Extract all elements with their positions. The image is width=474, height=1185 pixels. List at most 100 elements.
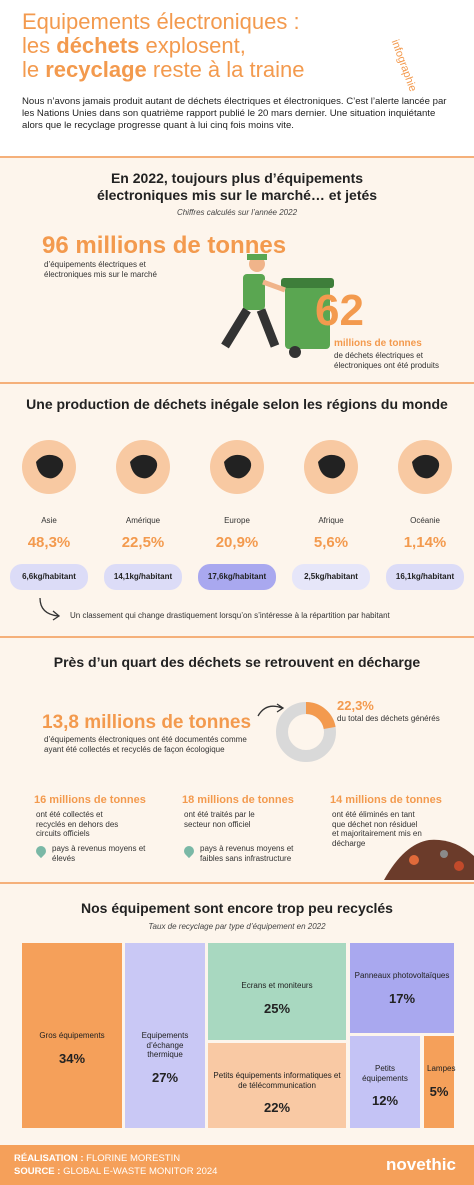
intro: Nous n’avons jamais produit autant de dé… <box>22 96 447 131</box>
per-capita: 2,5kg/habitant <box>292 564 370 590</box>
big-desc: de déchets électriques et électroniques … <box>334 351 439 370</box>
amount: 16 millions de tonnes <box>34 794 146 806</box>
title-bold: déchets <box>56 33 140 58</box>
section-subtitle: Taux de recyclage par type d’équipement … <box>148 922 326 931</box>
source-label: SOURCE : <box>14 1166 61 1177</box>
cell-rate: 27% <box>151 1069 179 1085</box>
shape <box>39 597 61 621</box>
cell-label: Gros équipements <box>39 1031 105 1040</box>
treemap-cell: Ecrans et moniteurs 25% <box>208 943 346 1040</box>
region-share: 5,6% <box>313 534 349 551</box>
region-icon <box>210 440 264 494</box>
title-part: explosent, <box>139 33 246 58</box>
donut <box>276 702 336 762</box>
credit: RÉALISATION : FLORINE MORESTIN <box>14 1153 180 1164</box>
note: Un classement qui change drastiquement l… <box>70 611 390 620</box>
map-shape <box>36 454 64 479</box>
shape <box>289 346 301 358</box>
map-shape <box>130 454 158 479</box>
cell-rate: 17% <box>388 990 416 1006</box>
title: Equipements électroniques : les déchets … <box>22 10 382 82</box>
section-title: Nos équipement sont encore trop peu recy… <box>81 900 393 916</box>
shape <box>243 274 265 310</box>
cell-rate: 22% <box>263 1100 291 1115</box>
per-capita: 17,6kg/habitant <box>198 564 276 590</box>
region-share: 20,9% <box>215 534 259 551</box>
pin-icon <box>33 843 49 859</box>
source: SOURCE : GLOBAL E-WASTE MONITOR 2024 <box>14 1166 217 1177</box>
shape <box>224 454 252 479</box>
credit-label: RÉALISATION : <box>14 1153 84 1164</box>
cell-label: Panneaux photovoltaïques <box>354 971 450 980</box>
cell-label: Equipements d’échange thermique <box>141 1031 189 1059</box>
amount-desc: ont été éliminés en tant que déchet non … <box>332 810 422 848</box>
amount-desc: ont été collectés et recyclés en dehors … <box>36 810 119 838</box>
shape <box>409 855 419 865</box>
cell-rate: 34% <box>58 1050 86 1066</box>
shape <box>412 454 440 479</box>
recycling-section: Nos équipement sont encore trop peu recy… <box>0 884 474 1144</box>
title-part: le <box>22 57 46 82</box>
region-share: 1,14% <box>403 534 447 551</box>
shape <box>262 279 286 293</box>
section-subtitle: Chiffres calculés sur l’année 2022 <box>176 208 298 217</box>
treemap-cell: Gros équipements 34% <box>22 943 122 1128</box>
amount: 14 millions de tonnes <box>330 794 442 806</box>
share-desc: du total des déchets générés <box>337 714 440 723</box>
cell-rate: 25% <box>263 1000 291 1016</box>
shape <box>130 454 158 479</box>
section-title: En 2022, toujours plus d’équipements éle… <box>96 170 378 203</box>
cell-label: Ecrans et moniteurs <box>241 981 313 990</box>
per-capita: 14,1kg/habitant <box>104 564 182 590</box>
amount-desc: ont été traités par le secteur non offic… <box>184 810 255 829</box>
arrow <box>257 703 285 717</box>
shape <box>221 307 280 349</box>
footer: RÉALISATION : FLORINE MORESTIN SOURCE : … <box>0 1145 474 1185</box>
per-capita: 16,1kg/habitant <box>386 564 464 590</box>
cell-rate: 5% <box>429 1083 449 1099</box>
cell-label: Petits équipements <box>362 1064 408 1083</box>
share: 22,3% <box>337 698 374 713</box>
big-number: 13,8 millions de tonnes <box>42 712 252 733</box>
shape <box>440 850 448 858</box>
treemap-cell: Equipements d’échange thermique 27% <box>125 943 205 1128</box>
treemap-cell: Petits équipements 12% <box>350 1036 420 1128</box>
treemap-cell: Lampes 5% <box>424 1036 456 1128</box>
title-part: reste à la traine <box>146 57 305 82</box>
shape <box>454 861 464 871</box>
shape <box>285 284 330 349</box>
title-line: Equipements électroniques : <box>22 9 300 34</box>
shape <box>384 839 474 880</box>
big-desc: d’équipements électroniques ont été docu… <box>44 735 247 754</box>
pin-label: pays à revenus moyens et faibles sans in… <box>200 844 294 863</box>
region-name: Océanie <box>410 516 440 525</box>
logo: novethic <box>386 1155 456 1174</box>
cell-label: Lampes <box>427 1064 456 1073</box>
treemap-cell: Panneaux photovoltaïques 17% <box>350 943 454 1033</box>
shape <box>281 278 334 288</box>
big-number: 96 millions de tonnes <box>42 232 287 259</box>
map-shape <box>224 454 252 479</box>
cell-label: Petits équipements informatiques et de t… <box>213 1071 341 1090</box>
map-shape <box>412 454 440 479</box>
region-name: Amérique <box>125 516 161 525</box>
treemap-cell: Petits équipements informatiques et de t… <box>208 1043 346 1128</box>
header: Equipements électroniques : les déchets … <box>0 0 474 158</box>
region-icon <box>116 440 170 494</box>
source-name: GLOBAL E-WASTE MONITOR 2024 <box>63 1166 218 1177</box>
pile <box>384 839 474 880</box>
big-desc: d’équipements électriques et électroniqu… <box>44 260 157 279</box>
per-capita: 6,6kg/habitant <box>10 564 88 590</box>
title-bold: recyclage <box>45 57 147 82</box>
regions-section: Une production de déchets inégale selon … <box>0 384 474 638</box>
region-share: 22,5% <box>121 534 165 551</box>
pin-icon <box>181 843 197 859</box>
shape <box>36 454 64 479</box>
region-icon <box>398 440 452 494</box>
title-part: les <box>22 33 57 58</box>
landfill-section: Près d’un quart des déchets se retrouven… <box>0 638 474 884</box>
pin-label: pays à revenus moyens et élevés <box>52 844 146 863</box>
cell-rate: 12% <box>371 1093 399 1108</box>
